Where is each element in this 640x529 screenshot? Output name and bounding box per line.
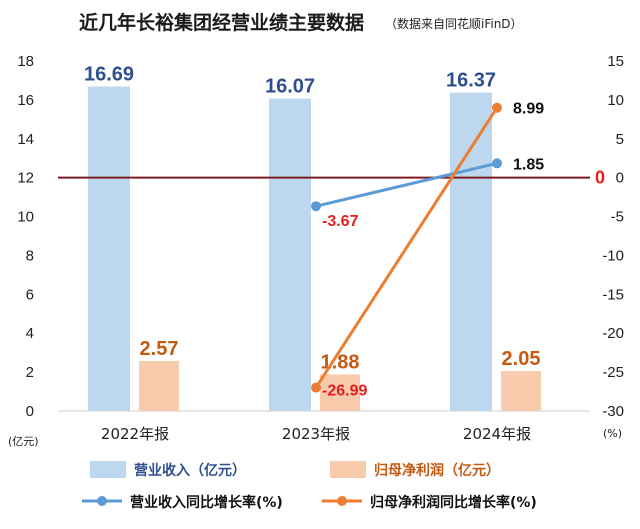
zero-reference: 0	[58, 168, 605, 188]
legend-label-revenue: 营业收入（亿元）	[134, 462, 246, 479]
left-axis-unit: (亿元)	[8, 435, 39, 448]
revenue-bar	[450, 92, 492, 411]
profit-bar	[320, 374, 360, 411]
legend-label-profit-growth: 归母净利润同比增长率(%)	[370, 494, 537, 511]
profit-growth-point	[492, 102, 502, 113]
category-label: 2022年报	[101, 425, 169, 443]
category-labels: 2022年报 2023年报 2024年报	[101, 425, 531, 443]
legend-marker-profit-growth	[337, 496, 347, 506]
profit-growth-label: -26.99	[322, 383, 367, 400]
legend-marker-revenue-growth	[97, 496, 107, 506]
profit-bar	[139, 361, 179, 411]
category-label: 2023年报	[282, 425, 350, 443]
profit-growth-line	[314, 106, 499, 389]
revenue-growth-label: 1.85	[513, 156, 544, 173]
growth-lines: -3.67 1.85 -26.99 8.99	[311, 101, 544, 400]
right-axis-tick: -15	[602, 286, 624, 303]
right-axis-tick: -5	[611, 209, 624, 226]
revenue-growth-label: -3.67	[322, 213, 359, 230]
right-axis-tick: -20	[602, 325, 624, 342]
revenue-growth-point	[492, 158, 502, 169]
revenue-bar-label: 16.07	[265, 76, 315, 98]
left-axis-tick: 4	[26, 325, 34, 342]
right-axis-tick: 0	[616, 170, 624, 187]
left-axis-tick: 6	[26, 286, 34, 303]
revenue-bar-label: 16.37	[446, 70, 496, 92]
left-axis-tick: 10	[17, 209, 34, 226]
revenue-bar-label: 16.69	[84, 63, 134, 85]
legend: 营业收入（亿元） 归母净利润（亿元） 营业收入同比增长率(%) 归母净利润同比增长率(…	[82, 461, 537, 511]
right-axis-tick: 15	[607, 53, 624, 70]
right-axis: -30 -25 -20 -15 -10 -5 0 5 10 15 (%)	[602, 53, 624, 440]
category-label: 2024年报	[463, 425, 531, 443]
left-axis-tick: 18	[17, 53, 34, 70]
legend-swatch-revenue	[90, 461, 126, 478]
legend-swatch-profit	[330, 461, 366, 478]
chart-subtitle: （数据来自同花顺iFinD）	[385, 16, 523, 31]
profit-growth-point	[311, 382, 321, 393]
profit-bar-label: 2.05	[502, 348, 541, 370]
right-axis-tick: 10	[607, 92, 624, 109]
revenue-growth-line	[315, 161, 498, 208]
left-axis-tick: 12	[17, 170, 34, 187]
left-axis-tick: 0	[26, 403, 34, 420]
revenue-bar	[269, 98, 311, 412]
right-axis-tick: -25	[602, 364, 624, 381]
right-axis-tick: -30	[602, 403, 624, 420]
right-axis-tick: 5	[616, 131, 624, 148]
left-axis-tick: 14	[17, 131, 34, 148]
left-axis: 0 2 4 6 8 10 12 14 16 18 (亿元)	[8, 53, 39, 448]
right-axis-tick: -10	[602, 247, 624, 264]
profit-bar-label: 2.57	[140, 338, 179, 360]
revenue-growth-point	[311, 201, 321, 212]
profit-bar	[501, 371, 541, 411]
chart-title: 近几年长裕集团经营业绩主要数据	[79, 11, 364, 34]
left-axis-tick: 8	[26, 247, 34, 264]
zero-reference-label: 0	[595, 168, 605, 188]
left-axis-tick: 2	[26, 364, 34, 381]
revenue-bar	[88, 86, 130, 411]
profit-growth-label: 8.99	[513, 101, 544, 118]
legend-label-revenue-growth: 营业收入同比增长率(%)	[130, 494, 283, 511]
legend-label-profit: 归母净利润（亿元）	[374, 462, 500, 479]
left-axis-tick: 16	[17, 92, 34, 109]
right-axis-unit: (%)	[603, 427, 622, 440]
